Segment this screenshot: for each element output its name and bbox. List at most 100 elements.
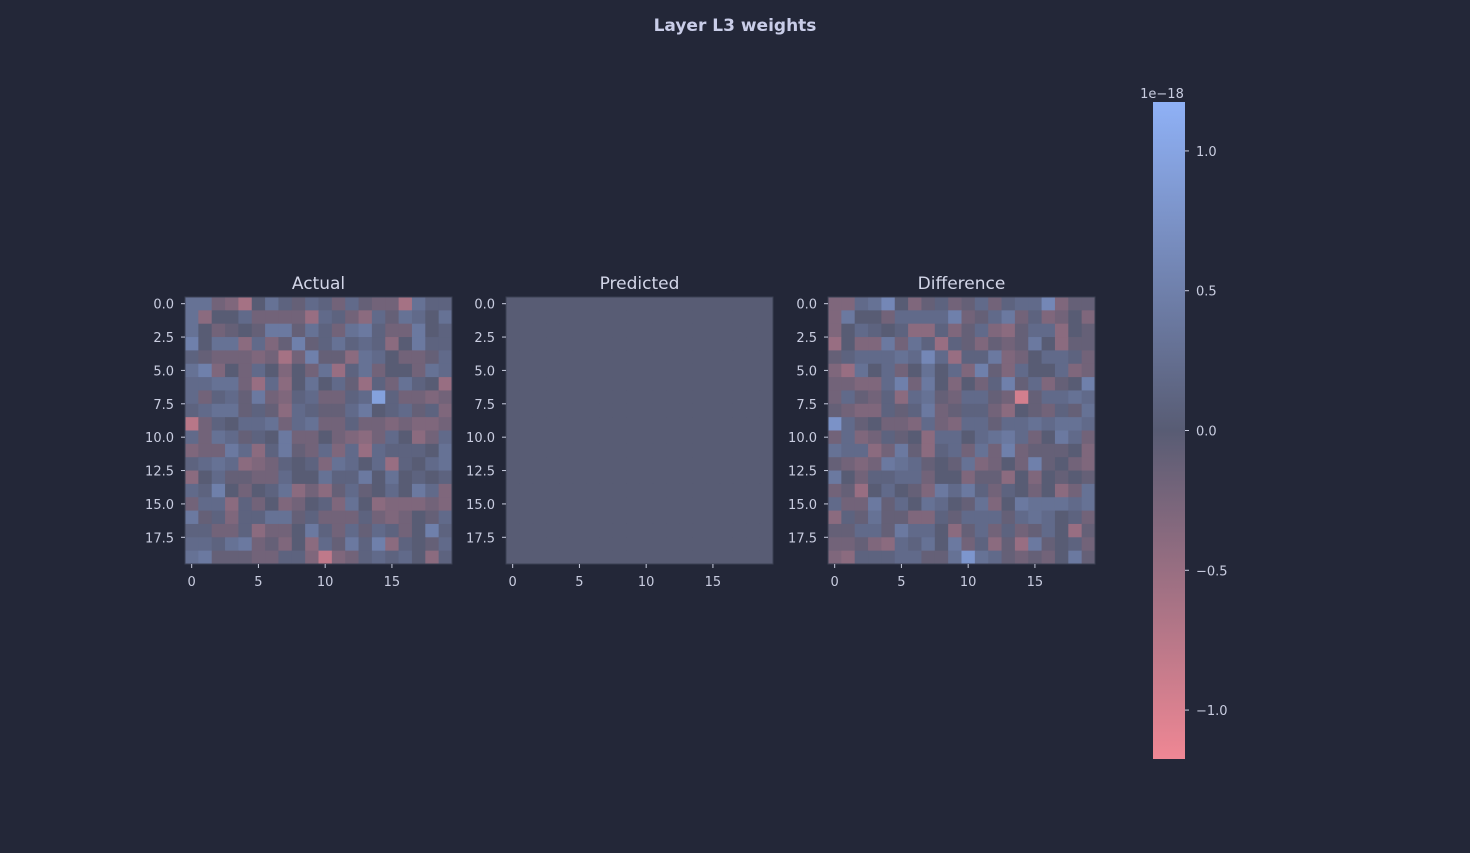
heatmap-cell <box>1068 497 1083 512</box>
heatmap-cell <box>185 337 199 351</box>
panel-title: Actual <box>292 274 345 294</box>
heatmap-cell <box>974 510 989 525</box>
heatmap-cell <box>572 337 587 351</box>
heatmap-cell <box>265 443 279 458</box>
heatmap-cell <box>1014 497 1029 512</box>
heatmap-cell <box>652 350 667 365</box>
heatmap-cell <box>706 390 721 405</box>
heatmap-cell <box>841 310 856 325</box>
heatmap-cell <box>532 363 547 378</box>
heatmap-cell <box>921 310 936 325</box>
heatmap-cell <box>921 430 936 445</box>
heatmap-cell <box>841 337 856 351</box>
heatmap-cell <box>626 350 640 365</box>
heatmap-cell <box>506 377 520 391</box>
heatmap-cell <box>331 457 346 472</box>
heatmap-cell <box>759 377 774 391</box>
heatmap-cell <box>1068 350 1083 365</box>
heatmap-cell <box>305 310 319 325</box>
heatmap-cell <box>185 403 199 418</box>
y-tick-label: 7.5 <box>153 398 174 413</box>
heatmap-cell <box>425 523 440 538</box>
heatmap-cell <box>639 430 654 445</box>
heatmap-cell <box>411 430 426 445</box>
heatmap-cell <box>519 377 534 391</box>
heatmap-cell <box>881 390 896 405</box>
heatmap-cell <box>559 390 574 405</box>
heatmap-cell <box>961 403 976 418</box>
heatmap-cell <box>1001 443 1016 458</box>
heatmap-cell <box>881 510 896 525</box>
heatmap-cell <box>1001 417 1016 431</box>
heatmap-cell <box>1028 550 1043 565</box>
heatmap-cell <box>908 377 922 391</box>
heatmap-cell <box>1014 483 1029 498</box>
heatmap-cell <box>1001 497 1016 512</box>
heatmap-cell <box>358 417 373 431</box>
heatmap-cell <box>854 403 869 418</box>
heatmap-cell <box>1054 470 1069 485</box>
heatmap-cell <box>318 457 333 472</box>
heatmap-cell <box>211 483 226 498</box>
heatmap-cell <box>225 403 239 418</box>
heatmap-cell <box>506 390 520 405</box>
heatmap-cell <box>198 337 213 351</box>
heatmap-cell <box>746 550 761 565</box>
heatmap-cell <box>841 523 856 538</box>
heatmap-cell <box>519 337 534 351</box>
heatmap-cell <box>961 363 976 378</box>
heatmap-cell <box>719 417 734 431</box>
heatmap-cell <box>438 550 453 565</box>
heatmap-cell <box>371 337 386 351</box>
heatmap-cell <box>948 323 962 338</box>
heatmap-cell <box>881 403 896 418</box>
heatmap-cell <box>841 417 856 431</box>
heatmap-cell <box>612 550 627 565</box>
heatmap-cell <box>1014 297 1029 311</box>
heatmap-cell <box>345 403 360 418</box>
heatmap-cell <box>185 510 199 525</box>
heatmap-cell <box>532 510 547 525</box>
heatmap-cell <box>1014 537 1029 552</box>
heatmap-cell <box>398 443 413 458</box>
heatmap-cell <box>652 470 667 485</box>
heatmap-cell <box>666 430 681 445</box>
heatmap-cell <box>506 470 520 485</box>
heatmap-cell <box>746 403 761 418</box>
heatmap-cell <box>854 483 869 498</box>
heatmap-cell <box>358 443 373 458</box>
heatmap-cell <box>385 377 400 391</box>
heatmap-cell <box>1068 523 1083 538</box>
heatmap-cell <box>746 377 761 391</box>
heatmap-cell <box>1068 417 1083 431</box>
heatmap-cell <box>291 537 306 552</box>
heatmap-cell <box>238 337 253 351</box>
heatmap-cell <box>198 350 213 365</box>
heatmap-cell <box>961 323 976 338</box>
heatmap-cell <box>934 390 949 405</box>
heatmap-cell <box>679 430 694 445</box>
heatmap-cell <box>572 390 587 405</box>
heatmap-cell <box>692 497 707 512</box>
heatmap-cell <box>385 483 400 498</box>
heatmap-cell <box>868 443 882 458</box>
heatmap-cell <box>706 483 721 498</box>
heatmap-cell <box>519 550 534 565</box>
heatmap-cell <box>988 337 1003 351</box>
heatmap-cell <box>278 377 293 391</box>
heatmap-cell <box>586 350 600 365</box>
heatmap-cell <box>265 457 279 472</box>
heatmap-cell <box>974 483 989 498</box>
heatmap-cell <box>291 510 306 525</box>
heatmap-cell <box>519 323 534 338</box>
heatmap-cell <box>586 417 600 431</box>
x-tick-label: 0 <box>188 575 196 590</box>
heatmap-cell <box>746 470 761 485</box>
heatmap-cell <box>732 470 747 485</box>
heatmap-cell <box>398 350 413 365</box>
heatmap-cell <box>639 390 654 405</box>
heatmap-cell <box>679 483 694 498</box>
heatmap-cell <box>948 350 962 365</box>
heatmap-cell <box>305 430 319 445</box>
heatmap-cell <box>225 443 239 458</box>
